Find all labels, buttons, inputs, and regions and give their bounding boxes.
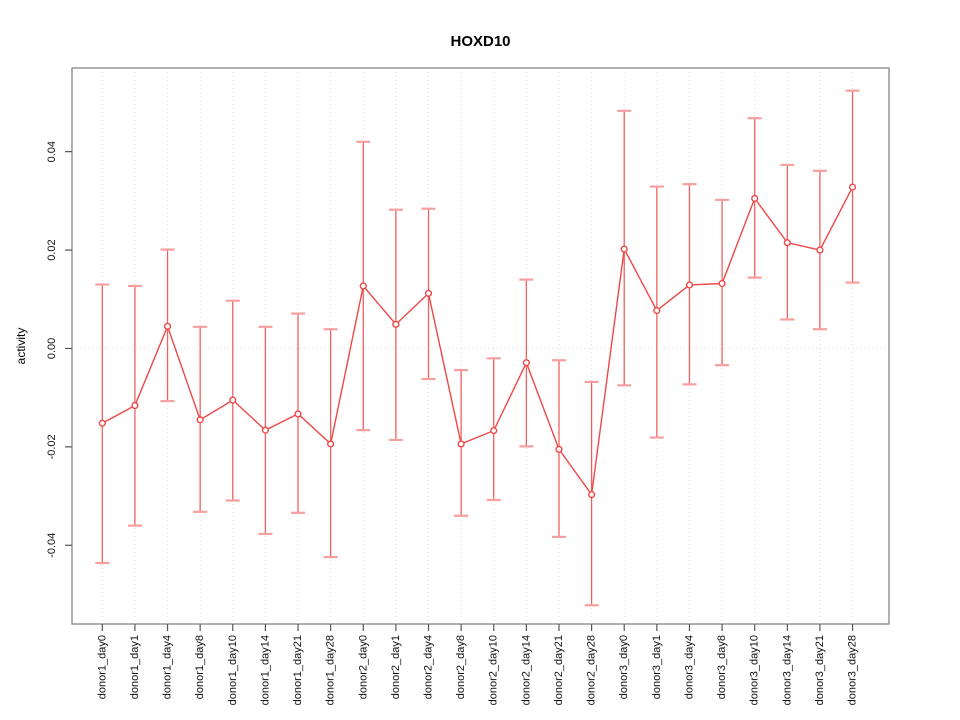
x-tick-label: donor3_day1 — [651, 635, 663, 699]
x-tick-label: donor2_day8 — [455, 635, 467, 699]
y-axis-title: activity — [14, 328, 28, 365]
data-point — [555, 445, 563, 453]
x-tick-label: donor2_day10 — [488, 635, 500, 705]
data-point — [718, 279, 726, 288]
y-tick-label: 0.00 — [46, 338, 58, 359]
data-point — [98, 419, 106, 427]
y-tick-label: 0.04 — [46, 141, 58, 162]
data-point — [587, 490, 596, 499]
chart-title: HOXD10 — [450, 33, 510, 50]
data-point — [816, 246, 824, 254]
x-tick-label: donor3_day14 — [781, 635, 793, 705]
data-point — [229, 396, 237, 404]
data-point — [261, 426, 270, 434]
data-point — [131, 401, 139, 410]
y-tick-label: -0.04 — [46, 533, 58, 558]
data-point — [522, 359, 530, 367]
x-tick-label: donor3_day28 — [847, 635, 859, 705]
x-tick-label: donor2_day1 — [390, 635, 402, 699]
data-point — [359, 282, 367, 290]
x-tick-label: donor1_day21 — [292, 635, 304, 705]
x-tick-label: donor2_day4 — [423, 635, 435, 699]
x-tick-label: donor3_day4 — [683, 635, 695, 699]
data-point — [490, 427, 498, 435]
data-point — [783, 239, 791, 247]
series-line — [101, 186, 854, 497]
x-tick-label: donor1_day10 — [227, 635, 239, 705]
data-point — [620, 245, 628, 253]
x-tick-label: donor1_day14 — [259, 635, 271, 705]
x-tick-label: donor2_day14 — [520, 635, 532, 705]
data-point — [424, 289, 433, 297]
data-point — [392, 320, 400, 328]
y-tick-label: 0.02 — [46, 239, 58, 260]
plot-area: -0.04 -0.02 0.00 0.02 0.04 donor1_day0 donor1_… — [46, 67, 890, 705]
x-tick-label: donor3_day8 — [716, 635, 728, 699]
plot-frame — [71, 67, 890, 625]
x-tick-label: donor1_day4 — [162, 635, 174, 699]
x-tick-label: donor1_day1 — [129, 635, 141, 699]
x-tick-label: donor3_day0 — [618, 635, 630, 699]
data-point — [163, 322, 172, 330]
x-tick-label: donor2_day0 — [357, 635, 369, 699]
x-tick-label: donor1_day28 — [325, 635, 337, 705]
data-point — [848, 183, 857, 191]
y-tick-label: -0.02 — [46, 434, 58, 459]
x-tick-label: donor1_day0 — [96, 635, 108, 699]
x-tick-label: donor2_day28 — [586, 635, 598, 705]
data-point — [751, 194, 759, 202]
data-point — [196, 416, 204, 424]
x-tick-label: donor3_day10 — [749, 635, 761, 705]
data-point — [653, 306, 661, 315]
x-tick-label: donor2_day21 — [553, 635, 565, 705]
data-point — [327, 440, 335, 448]
data-point — [457, 440, 465, 448]
data-point — [685, 281, 694, 289]
x-tick-label: donor3_day21 — [814, 635, 826, 705]
data-point — [294, 410, 302, 418]
x-tick-label: donor1_day8 — [194, 635, 206, 699]
